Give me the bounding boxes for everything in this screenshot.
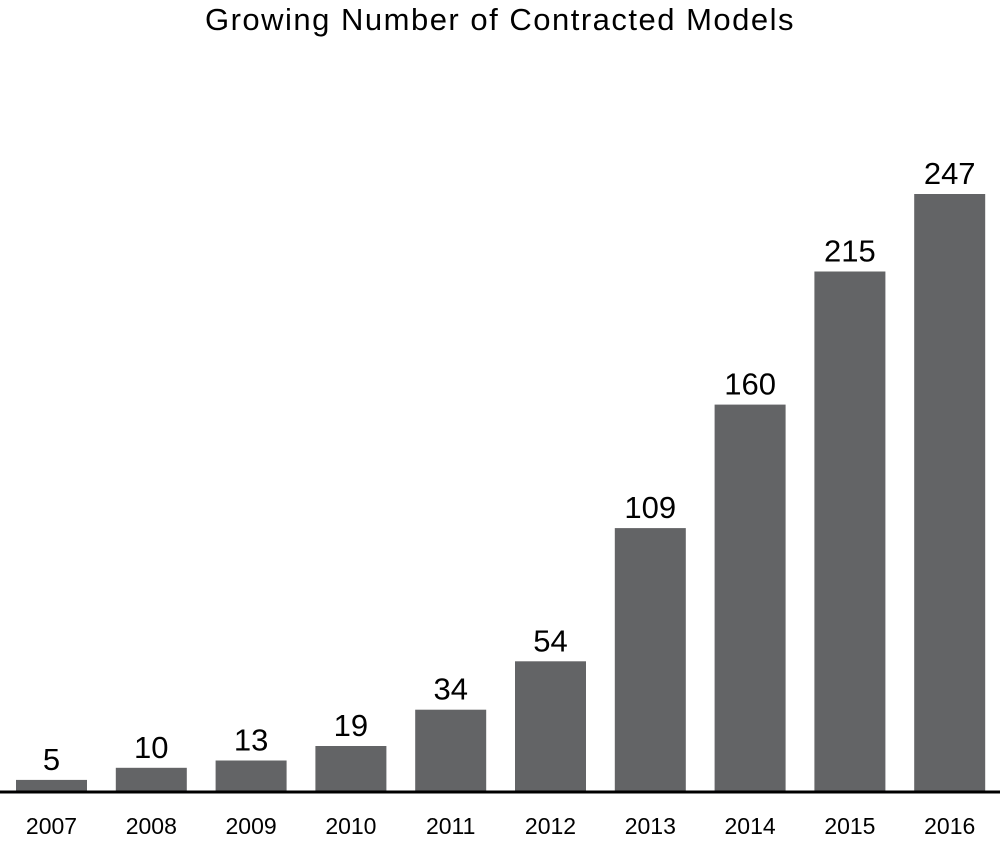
- x-tick-label-2012: 2012: [525, 813, 576, 839]
- bar-value-label-2012: 54: [533, 623, 567, 658]
- bar-2008: [115, 767, 187, 792]
- bars-group: [16, 194, 986, 792]
- bar-value-label-2009: 13: [234, 723, 268, 758]
- bar-2013: [614, 528, 686, 792]
- chart-title: Growing Number of Contracted Models: [205, 2, 795, 37]
- bar-value-label-2010: 19: [334, 708, 368, 743]
- x-tick-label-2007: 2007: [26, 813, 77, 839]
- bar-value-label-2013: 109: [624, 490, 676, 525]
- bar-2009: [215, 760, 287, 792]
- x-tick-label-2009: 2009: [226, 813, 277, 839]
- x-tick-label-2010: 2010: [325, 813, 376, 839]
- bar-value-label-2016: 247: [924, 156, 976, 191]
- x-tick-label-2016: 2016: [924, 813, 975, 839]
- bar-2014: [714, 404, 786, 792]
- bar-value-label-2015: 215: [824, 234, 876, 269]
- x-tick-label-2015: 2015: [824, 813, 875, 839]
- bar-2010: [315, 746, 387, 792]
- bar-value-label-2007: 5: [43, 742, 60, 777]
- x-tick-label-2011: 2011: [426, 813, 475, 839]
- x-tick-label-2008: 2008: [126, 813, 177, 839]
- bar-value-label-2014: 160: [724, 367, 776, 402]
- bar-value-label-2011: 34: [433, 672, 467, 707]
- x-tick-labels-group: 2007 2008 2009 2010 2011 2012 2013 2014 2015 2016: [26, 813, 975, 839]
- value-labels-group: 5 10 13 19 34 54 109 160 215 247: [43, 156, 976, 777]
- x-tick-label-2013: 2013: [625, 813, 676, 839]
- bar-2011: [415, 709, 487, 792]
- x-tick-label-2014: 2014: [725, 813, 776, 839]
- bar-value-label-2008: 10: [134, 730, 168, 765]
- bar-2007: [16, 779, 87, 792]
- bar-2012: [515, 661, 586, 792]
- bar-2015: [814, 271, 886, 792]
- bar-2016: [914, 194, 986, 792]
